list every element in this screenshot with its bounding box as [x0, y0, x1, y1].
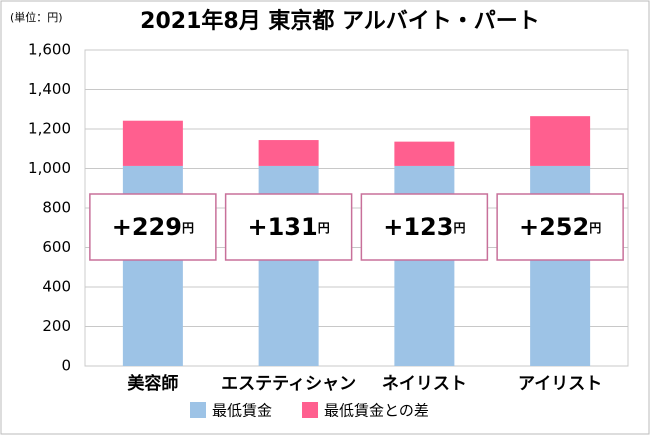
value-label: +252円: [519, 213, 601, 241]
x-tick-label: 美容師: [127, 373, 178, 394]
value-number: +252: [519, 213, 589, 241]
annotation-box: [496, 193, 624, 261]
legend-label: 最低賃金との差: [324, 402, 429, 420]
value-number: +131: [248, 213, 318, 241]
value-unit: 円: [182, 221, 194, 235]
y-tick-label: 1,400: [28, 80, 71, 98]
y-tick-label: 1,600: [28, 41, 71, 59]
y-tick-label: 1,200: [28, 120, 71, 138]
value-label: +123円: [383, 213, 465, 241]
bar-segment: [122, 120, 183, 166]
bar-segment: [530, 116, 591, 166]
y-tick-label: 0: [61, 357, 71, 375]
legend-label: 最低賃金: [212, 402, 272, 420]
y-tick-label: 200: [42, 317, 71, 335]
x-tick-label: ネイリスト: [382, 374, 467, 394]
value-unit: 円: [589, 221, 601, 235]
bar-segment: [394, 141, 455, 166]
bar-segment: [258, 140, 319, 166]
annotation-box: [89, 193, 217, 261]
value-label: +229円: [112, 213, 194, 241]
value-number: +123: [383, 213, 453, 241]
y-tick-label: 600: [42, 238, 71, 256]
value-label: +131円: [248, 213, 330, 241]
chart-title: 2021年8月 東京都 アルバイト・パート: [140, 8, 540, 34]
y-tick-label: 1,000: [28, 159, 71, 177]
x-tick-label: アイリスト: [518, 374, 602, 394]
value-unit: 円: [318, 221, 330, 235]
unit-label: (単位：円): [10, 10, 63, 24]
annotation-box: [360, 193, 489, 261]
y-tick-label: 400: [42, 278, 71, 296]
legend-swatch: [190, 402, 206, 418]
y-tick-label: 800: [42, 199, 71, 217]
legend-swatch: [302, 402, 319, 418]
x-tick-label: エステティシャン: [221, 374, 356, 394]
value-number: +229: [112, 213, 182, 241]
annotation-box: [224, 193, 353, 261]
value-unit: 円: [453, 221, 465, 235]
